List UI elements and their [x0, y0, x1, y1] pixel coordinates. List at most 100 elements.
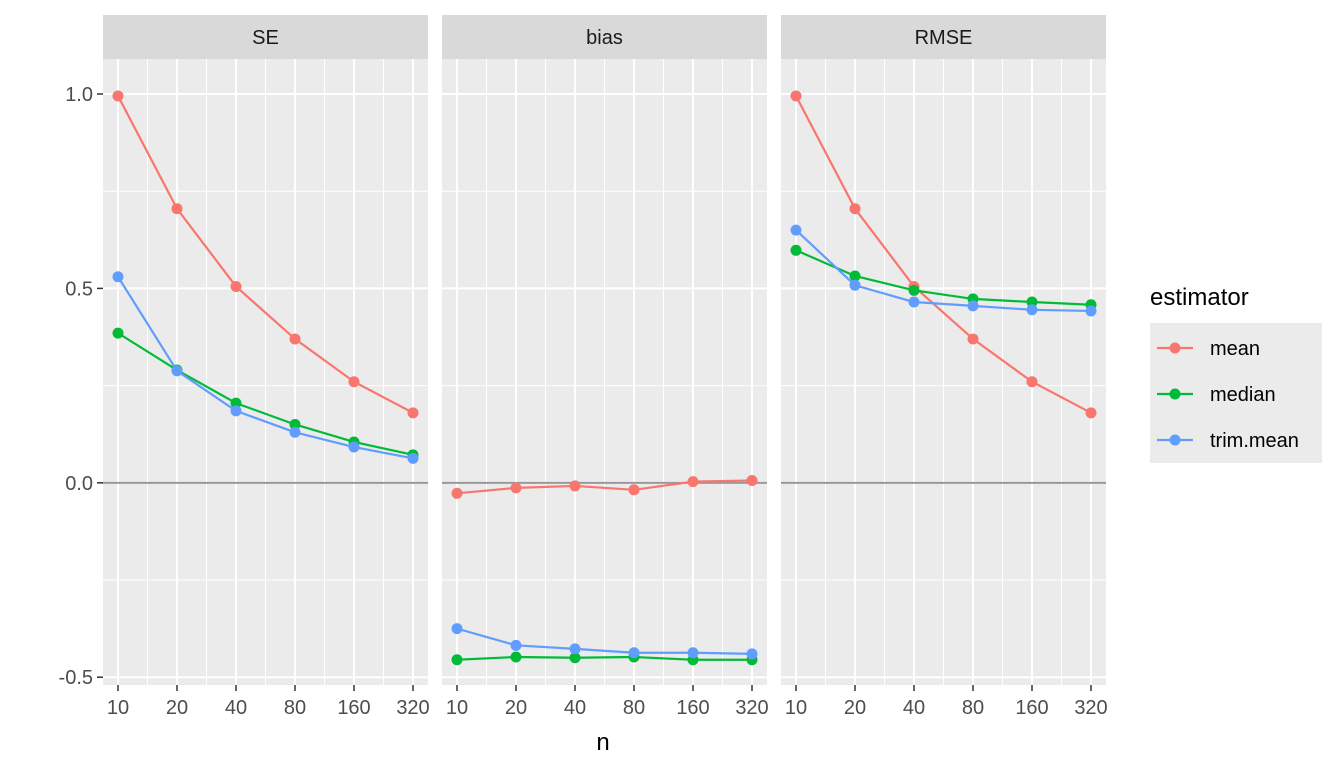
legend-item-trim-mean: trim.mean [1157, 430, 1299, 452]
series-line [795, 229, 1092, 313]
data-point [510, 482, 522, 494]
data-point [230, 280, 242, 292]
data-point [628, 484, 640, 496]
data-point [908, 296, 920, 308]
x-tick-label: 80 [962, 697, 984, 719]
data-point [967, 300, 979, 312]
data-point [407, 407, 419, 419]
data-point [687, 647, 699, 659]
x-tick-label: 40 [225, 697, 247, 719]
legend-key-point [1169, 342, 1181, 354]
series-line [117, 95, 414, 414]
x-tick-label: 160 [337, 697, 370, 719]
legend: estimator mean median trim.mean [1150, 284, 1322, 463]
data-point [348, 441, 360, 453]
series-trim-mean [451, 623, 758, 660]
data-point [451, 654, 463, 666]
x-tick-label: 40 [564, 697, 586, 719]
data-point [171, 365, 183, 377]
data-point [1085, 305, 1097, 317]
data-point [967, 333, 979, 345]
legend-key-point [1169, 434, 1181, 446]
series-line [117, 332, 414, 456]
x-tick-label: 10 [785, 697, 807, 719]
x-tick-label: 20 [844, 697, 866, 719]
data-point [112, 327, 124, 339]
series-line [456, 479, 753, 495]
y-tick-label: 0.0 [65, 473, 93, 495]
data-point [230, 405, 242, 417]
x-tick-label: 10 [107, 697, 129, 719]
y-tick-label: 1.0 [65, 84, 93, 106]
x-tick-label: 320 [1074, 697, 1107, 719]
data-point [230, 397, 242, 409]
data-point [569, 643, 581, 655]
data-point [289, 418, 301, 430]
data-point [908, 284, 920, 296]
facet-label: RMSE [915, 27, 973, 49]
data-point [112, 90, 124, 102]
x-tick-label: 320 [396, 697, 429, 719]
legend-key-point [1169, 388, 1181, 400]
data-point [628, 647, 640, 659]
facet-strip [442, 15, 767, 59]
x-tick-label: 20 [505, 697, 527, 719]
data-point [790, 224, 802, 236]
data-point [687, 476, 699, 488]
data-point [1026, 376, 1038, 388]
data-point [849, 279, 861, 291]
facet-panel-se: SE 10 20 40 80 160 320 [103, 15, 430, 719]
facet-strip [103, 15, 428, 59]
data-point [289, 426, 301, 438]
data-point [407, 452, 419, 464]
data-point [569, 480, 581, 492]
data-point [790, 244, 802, 256]
x-tick-label: 10 [446, 697, 468, 719]
legend-item-mean: mean [1157, 338, 1260, 360]
x-tick-label: 160 [676, 697, 709, 719]
facet-panel-rmse: RMSE 10 20 40 80 160 320 [781, 15, 1108, 719]
data-point [790, 90, 802, 102]
legend-title: estimator [1150, 284, 1249, 311]
data-point [746, 474, 758, 486]
data-point [171, 203, 183, 215]
x-axis-title: n [596, 729, 609, 756]
y-axis: -0.5 0.0 0.5 1.0 [59, 84, 103, 689]
data-point [1085, 407, 1097, 419]
y-tick-label: 0.5 [65, 278, 93, 300]
legend-label: mean [1210, 338, 1260, 360]
x-tick-label: 80 [284, 697, 306, 719]
data-point [1026, 304, 1038, 316]
data-point [746, 648, 758, 660]
data-point [849, 203, 861, 215]
data-point [510, 651, 522, 663]
data-point [451, 623, 463, 635]
series-trim-mean [790, 224, 1097, 317]
x-tick-label: 160 [1015, 697, 1048, 719]
facet-strip [781, 15, 1106, 59]
legend-items: mean median trim.mean [1157, 338, 1299, 452]
data-point [849, 270, 861, 282]
series-mean [451, 474, 758, 499]
x-tick-label: 320 [735, 697, 768, 719]
facet-panels: SE 10 20 40 80 160 320 bias 10 20 40 80 160 320 RMSE 10… [103, 15, 1108, 719]
legend-label: median [1210, 384, 1276, 406]
data-point [451, 487, 463, 499]
data-point [569, 652, 581, 664]
series-mean [112, 90, 419, 419]
facet-label: bias [586, 27, 623, 49]
legend-item-median: median [1157, 384, 1276, 406]
data-point [112, 271, 124, 283]
series-median [451, 651, 758, 666]
data-point [1026, 296, 1038, 308]
data-point [510, 639, 522, 651]
series-line [456, 627, 753, 655]
data-point [348, 376, 360, 388]
x-tick-label: 80 [623, 697, 645, 719]
x-tick-label: 40 [903, 697, 925, 719]
series-line [117, 276, 414, 460]
x-tick-label: 20 [166, 697, 188, 719]
series-trim-mean [112, 271, 419, 464]
data-point [289, 333, 301, 345]
